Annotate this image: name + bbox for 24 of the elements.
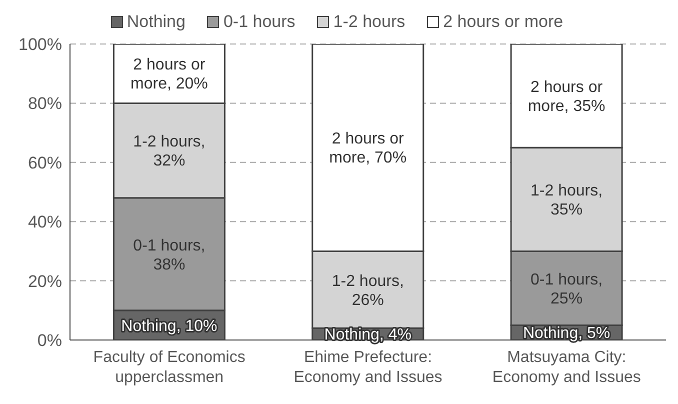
legend-label: 1-2 hours: [332, 12, 406, 32]
data-label: Nothing, 10%: [121, 318, 218, 335]
data-label: 1-2 hours, 26%: [332, 272, 404, 309]
data-label: Nothing, 4%: [324, 326, 412, 344]
data-label: 1-2 hours, 35%: [530, 182, 603, 218]
data-label: 0-1 hours, 38%: [133, 237, 206, 274]
y-tick-label: 60%: [28, 153, 62, 172]
y-tick-label: 80%: [28, 94, 62, 114]
y-tick-label: 100%: [18, 35, 62, 54]
y-tick-label: 20%: [28, 272, 62, 291]
y-tick-label: 0%: [37, 331, 62, 350]
data-label: 2 hours or more, 20%: [130, 56, 208, 93]
data-label: 1-2 hours, 32%: [133, 134, 206, 170]
x-tick-label: Faculty of Economics upperclassmen: [93, 349, 246, 386]
x-tick-label: Matsuyama City: Economy and Issues: [492, 349, 641, 386]
data-label: 0-1 hours, 25%: [530, 271, 603, 308]
data-label: 2 hours or more, 35%: [528, 78, 606, 115]
x-tick-label: Ehime Prefecture: Economy and Issues: [294, 349, 442, 386]
legend-label: 0-1 hours: [222, 12, 296, 32]
data-label: Nothing, 5%: [522, 325, 610, 342]
legend-label: Nothing: [126, 12, 186, 32]
y-tick-label: 40%: [28, 212, 62, 232]
data-label: 2 hours or more, 70%: [329, 130, 407, 167]
legend-label: 2 hours or more: [442, 12, 564, 32]
